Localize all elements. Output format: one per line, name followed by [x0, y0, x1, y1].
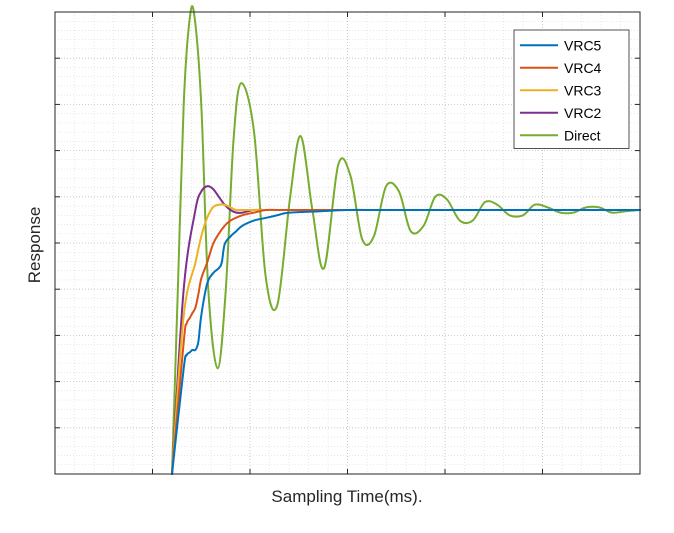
legend: VRC5 VRC4 VRC3 VRC2 Direct: [513, 29, 630, 149]
axis-ticks: [55, 12, 640, 474]
series-line-direct: [171, 5, 641, 475]
legend-label-vrc3: VRC3: [564, 82, 602, 98]
major-grid: [55, 12, 640, 474]
legend-label-vrc4: VRC4: [564, 60, 602, 76]
plot-area-frame: [54, 11, 641, 475]
legend-label-vrc5: VRC5: [564, 37, 602, 53]
series-layer: [171, 5, 641, 475]
x-axis-label: Sampling Time(ms).: [271, 487, 422, 506]
y-axis-label: Response: [25, 207, 44, 284]
legend-label-direct: Direct: [564, 127, 601, 143]
legend-label-vrc2: VRC2: [564, 105, 602, 121]
series-line-vrc5: [171, 208, 641, 475]
